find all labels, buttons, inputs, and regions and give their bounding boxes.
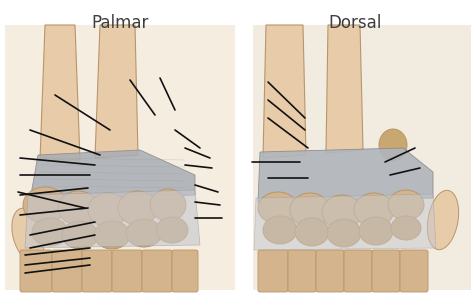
Bar	[5, 25, 235, 290]
Ellipse shape	[62, 221, 98, 249]
Ellipse shape	[327, 219, 361, 247]
Polygon shape	[25, 190, 200, 248]
Ellipse shape	[23, 187, 67, 223]
Ellipse shape	[150, 189, 186, 221]
FancyBboxPatch shape	[372, 250, 400, 292]
Polygon shape	[40, 25, 80, 160]
Text: Dorsal: Dorsal	[328, 14, 382, 32]
Text: Palmar: Palmar	[91, 14, 149, 32]
FancyBboxPatch shape	[142, 250, 172, 292]
Ellipse shape	[379, 129, 407, 161]
FancyBboxPatch shape	[20, 250, 52, 292]
Ellipse shape	[94, 221, 130, 249]
Ellipse shape	[156, 217, 188, 243]
Ellipse shape	[58, 191, 98, 225]
Ellipse shape	[354, 193, 394, 227]
FancyBboxPatch shape	[316, 250, 344, 292]
Ellipse shape	[290, 193, 330, 227]
Polygon shape	[263, 25, 306, 158]
Ellipse shape	[88, 193, 128, 227]
Ellipse shape	[322, 195, 362, 229]
Ellipse shape	[32, 218, 68, 246]
FancyBboxPatch shape	[82, 250, 112, 292]
Ellipse shape	[126, 219, 162, 247]
Ellipse shape	[118, 191, 158, 225]
Ellipse shape	[295, 218, 329, 246]
Polygon shape	[254, 194, 436, 250]
Ellipse shape	[428, 190, 459, 250]
Ellipse shape	[263, 216, 297, 244]
FancyBboxPatch shape	[172, 250, 198, 292]
Polygon shape	[30, 150, 195, 200]
Polygon shape	[258, 148, 433, 202]
Polygon shape	[95, 25, 138, 158]
FancyBboxPatch shape	[344, 250, 372, 292]
Ellipse shape	[391, 216, 421, 240]
Ellipse shape	[388, 190, 424, 220]
Ellipse shape	[258, 192, 298, 224]
FancyBboxPatch shape	[258, 250, 288, 292]
Polygon shape	[326, 25, 363, 153]
FancyBboxPatch shape	[112, 250, 142, 292]
FancyBboxPatch shape	[400, 250, 428, 292]
FancyBboxPatch shape	[288, 250, 316, 292]
FancyBboxPatch shape	[52, 250, 82, 292]
Bar	[253, 25, 471, 290]
Ellipse shape	[12, 208, 44, 262]
Ellipse shape	[359, 217, 393, 245]
